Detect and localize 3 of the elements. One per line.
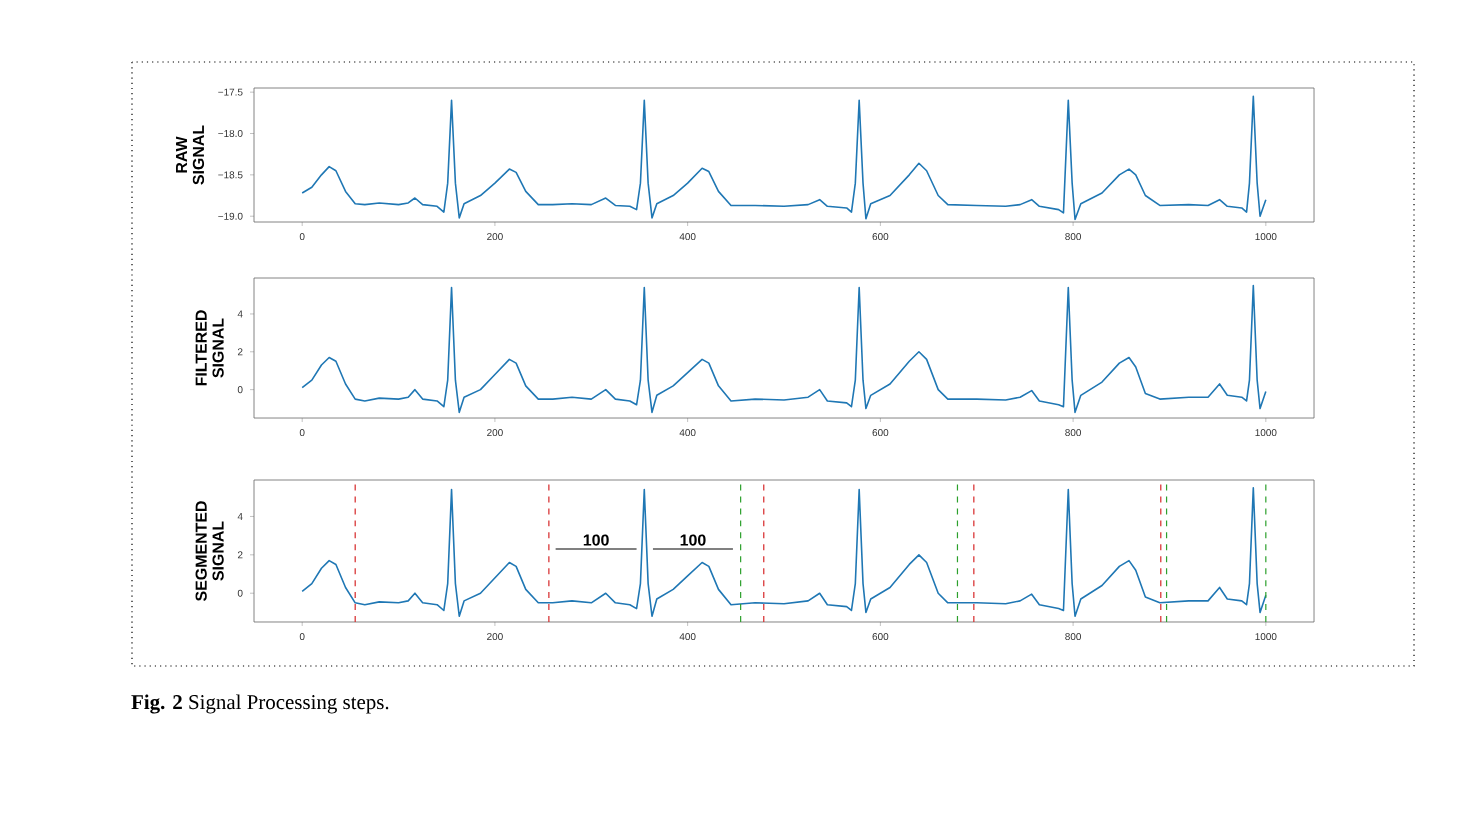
line-series (301, 95, 1267, 221)
text: Fig. 2 Signal Processing steps. (131, 694, 389, 714)
line-series (301, 284, 1267, 414)
